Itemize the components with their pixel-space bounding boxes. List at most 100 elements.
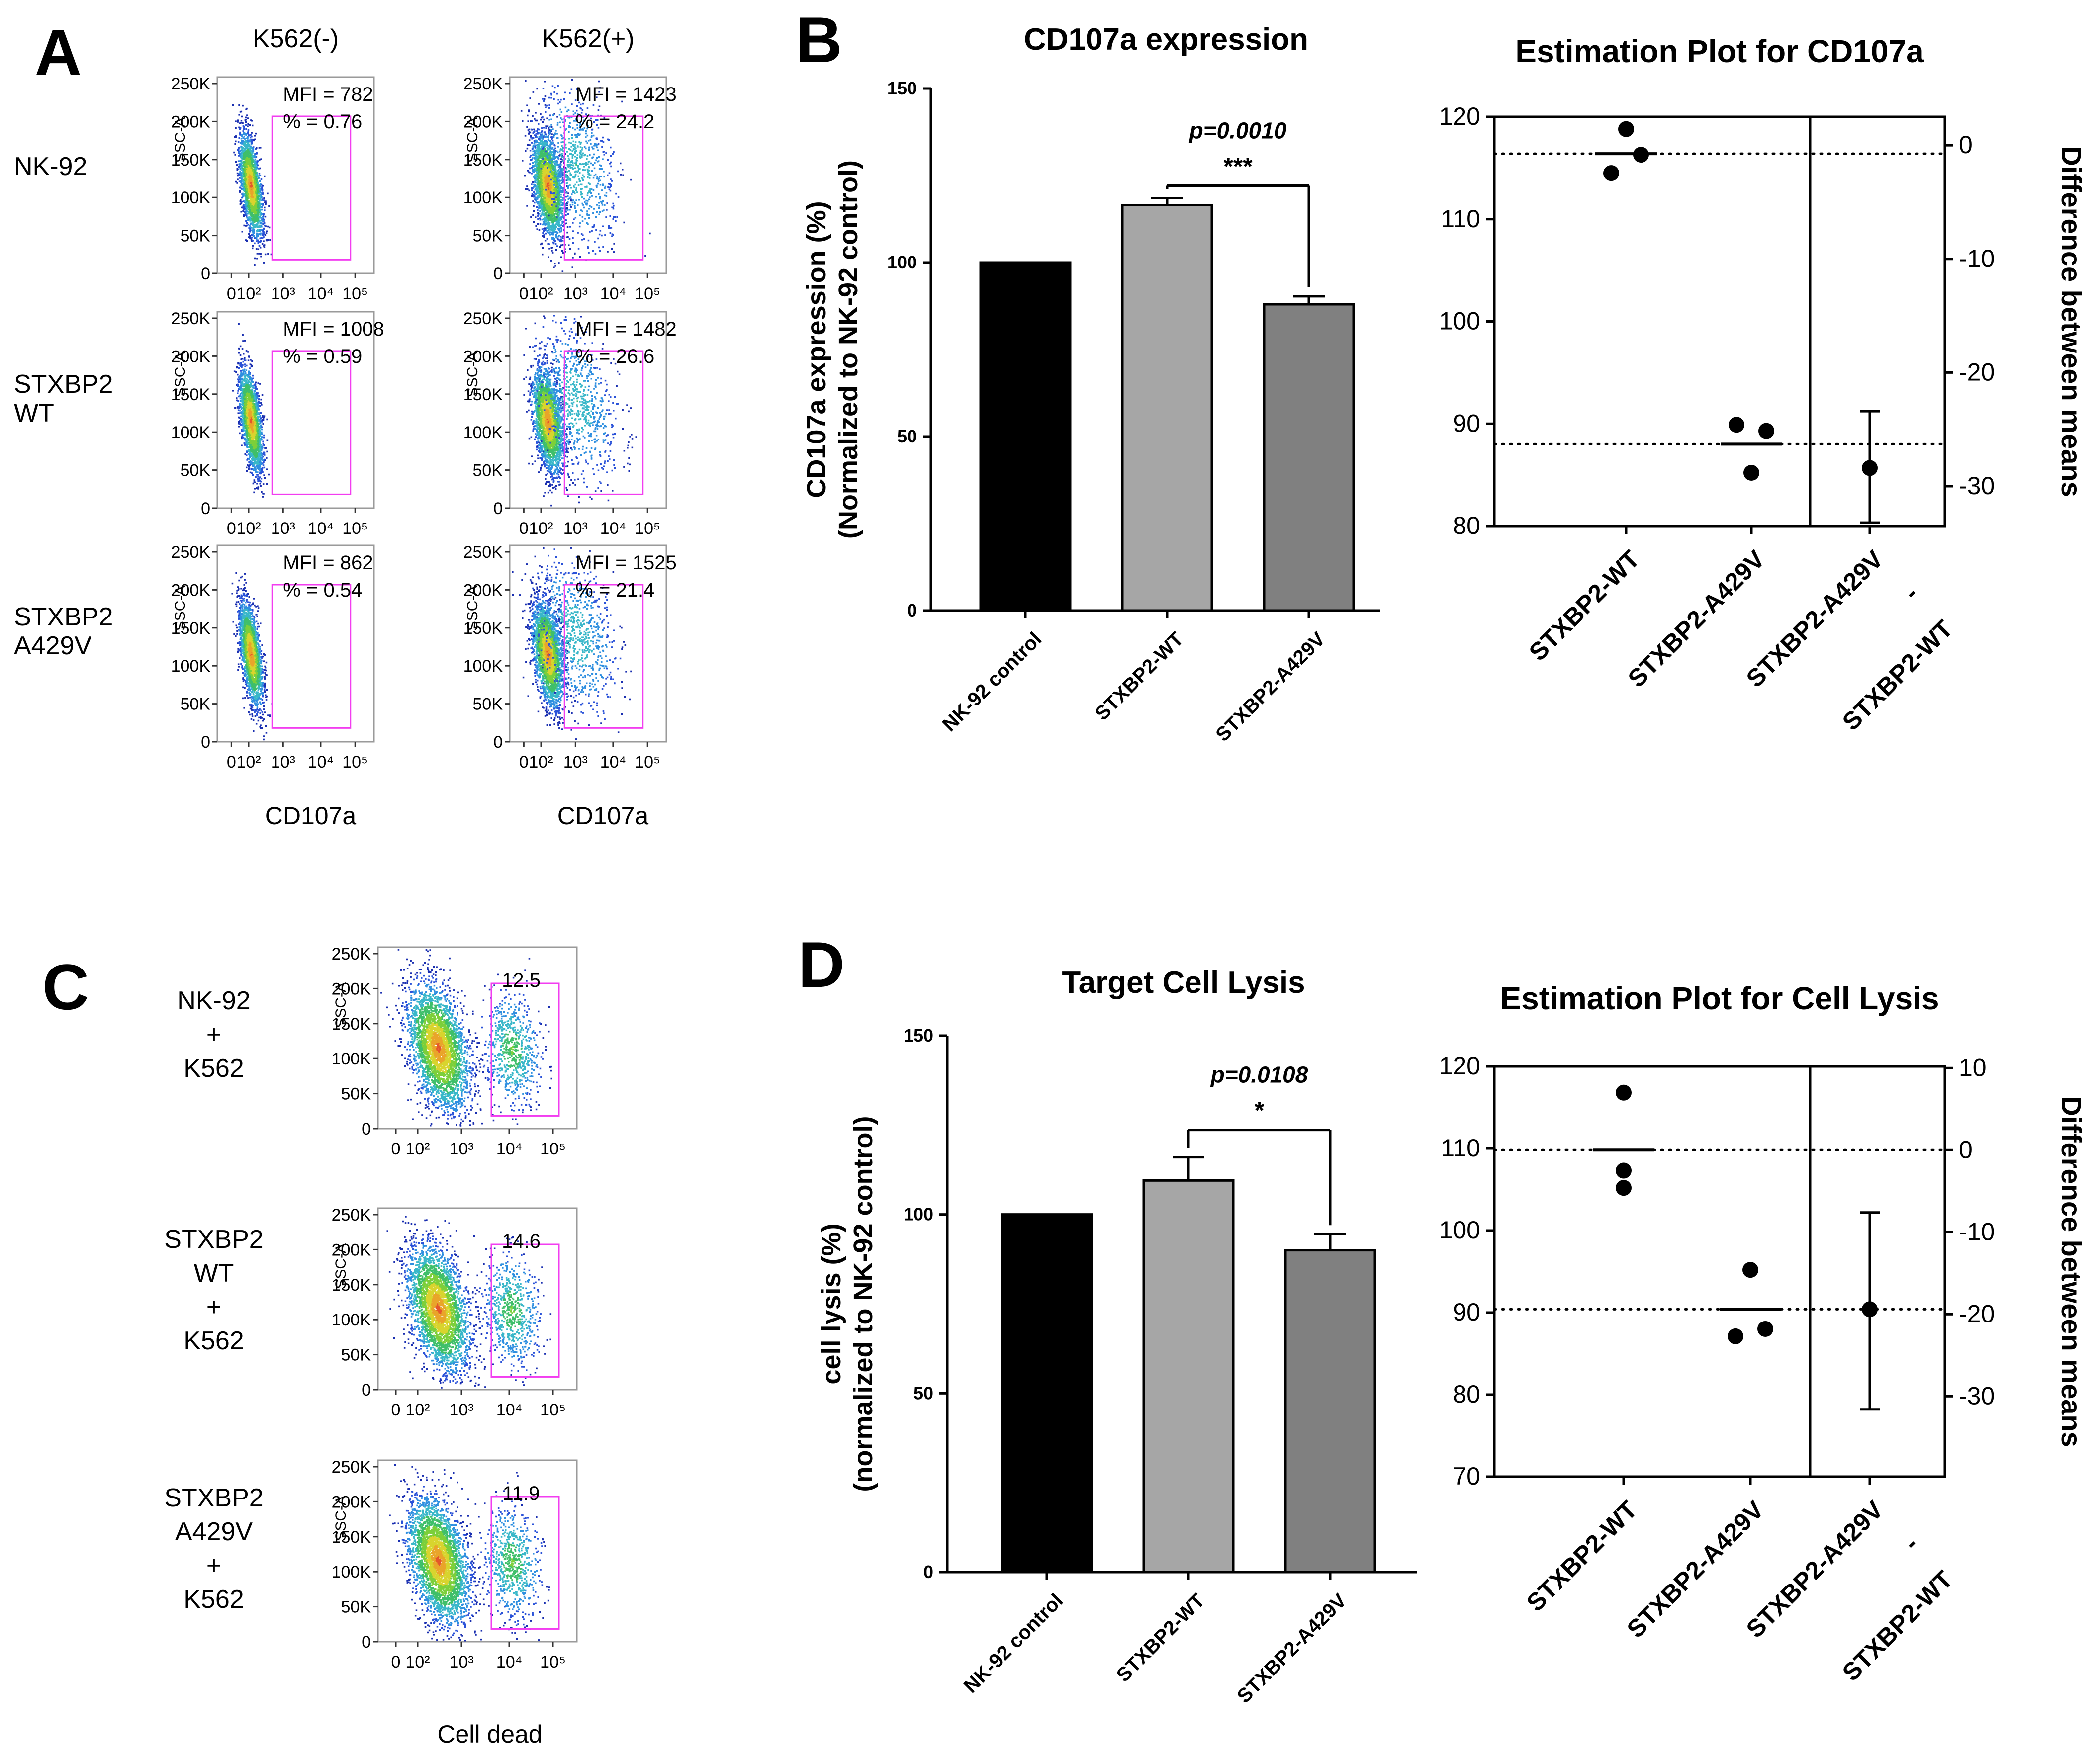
flow-plot-a1-event xyxy=(561,156,563,158)
flow-plot-a1-event xyxy=(547,179,548,181)
flow-plot-a1-event xyxy=(579,146,582,148)
flow-plot-a1-event xyxy=(583,176,585,178)
flow-plot-a0-event xyxy=(246,163,249,165)
flow-plot-a0-event xyxy=(242,187,244,190)
flow-plot-a1-event xyxy=(541,189,543,191)
flow-plot-a1-event xyxy=(539,219,542,221)
flow-plot-a0-event xyxy=(245,169,247,171)
flow-plot-a1-event xyxy=(547,184,548,186)
flow-plot-a0-event xyxy=(257,196,260,199)
flow-plot-a0-event xyxy=(243,189,245,192)
flow-plot-a0-event xyxy=(259,205,262,207)
flow-plot-a0-event xyxy=(247,180,249,182)
flow-plot-a0-event xyxy=(247,178,250,180)
flow-plot-a0-event xyxy=(240,199,242,201)
flow-plot-a1-event xyxy=(527,188,529,190)
flow-plot-a1-event xyxy=(539,172,542,174)
flow-plot-a0-event xyxy=(239,173,241,176)
flow-plot-a1-event xyxy=(534,189,536,191)
flow-plot-a1-event xyxy=(555,226,557,228)
flow-plot-a1-event xyxy=(557,201,559,204)
flow-plot-a1-event xyxy=(532,115,534,117)
flow-plot-a1-event xyxy=(555,220,557,223)
flow-plot-a0-event xyxy=(254,209,256,211)
flow-a-column-header: K562(-) xyxy=(253,24,339,53)
flow-plot-a0-event xyxy=(245,188,247,190)
flow-plot-a0-event xyxy=(237,149,239,151)
flow-plot-a0-event xyxy=(263,220,265,222)
flow-plot-a0-event xyxy=(254,216,256,218)
flow-plot-a0-event xyxy=(248,183,250,185)
flow-plot-a1-event xyxy=(530,154,532,157)
flow-plot-a0-event xyxy=(267,253,269,255)
flow-plot-a1-event xyxy=(541,195,543,197)
flow-plot-a0-event xyxy=(255,172,257,174)
flow-plot-a0-event xyxy=(244,132,246,135)
flow-plot-a0-event xyxy=(253,186,255,188)
flow-plot-a1-event xyxy=(538,123,540,125)
flow-plot-a1-event xyxy=(544,166,547,168)
flow-plot-a0-event xyxy=(240,181,242,184)
flow-plot-a1-event xyxy=(538,229,541,231)
flow-plot-a0-event xyxy=(261,206,263,208)
flow-plot-a0-event xyxy=(243,188,245,190)
flow-plot-a0-event xyxy=(250,143,253,145)
flow-plot-a0-event xyxy=(246,194,248,196)
flow-plot-a0-event xyxy=(251,188,253,190)
flow-plot-a1-event xyxy=(554,231,556,233)
flow-plot-a1-event xyxy=(529,97,531,99)
flow-plot-a0-event xyxy=(240,211,242,213)
flow-a-column-header: K562(+) xyxy=(542,24,634,53)
flow-plot-a0-event xyxy=(249,161,251,163)
flow-plot-a0-event xyxy=(256,163,258,165)
flow-plot-a0-event xyxy=(253,198,255,200)
flow-plot-a0-event xyxy=(255,192,257,194)
flow-plot-a0-event xyxy=(243,168,245,171)
flow-plot-a0-event xyxy=(246,137,248,139)
flow-plot-a0-event xyxy=(255,211,257,213)
flow-plot-a0-event xyxy=(244,138,246,140)
flow-plot-a0-event xyxy=(251,138,253,141)
flow-plot-a1-event xyxy=(559,183,561,185)
flow-plot-a0-event xyxy=(260,225,262,228)
flow-plot-a1-event xyxy=(525,150,527,152)
flow-plot-a1-event xyxy=(554,156,556,158)
flow-plot-a1-event xyxy=(531,193,534,195)
flow-plot-a1-event xyxy=(570,206,572,208)
flow-plot-a0-event xyxy=(243,204,245,207)
flow-plot-a1-event xyxy=(544,197,546,199)
flow-plot-a1-event xyxy=(571,201,574,203)
flow-plot-a0-event xyxy=(246,216,248,219)
flow-plot-a0-event xyxy=(239,186,241,189)
flow-plot-a1-event xyxy=(559,236,562,238)
flow-plot-a0-event xyxy=(264,209,266,211)
flow-plot-a0-event xyxy=(252,199,254,201)
flow-plot-a1-event xyxy=(546,185,548,187)
flow-plot-a0-event xyxy=(250,154,252,156)
flow-plot-a0-event xyxy=(241,143,243,145)
flow-plot-a0-event xyxy=(239,134,241,136)
flow-plot-a1-event xyxy=(543,213,545,215)
flow-plot-a1-event xyxy=(538,142,541,144)
flow-plot-a1-event xyxy=(535,152,538,155)
flow-plot-a1-event xyxy=(548,219,550,221)
flow-plot-a0-event xyxy=(252,188,254,191)
flow-plot-a0-event xyxy=(236,164,238,166)
flow-plot-a0-event xyxy=(259,213,261,215)
flow-plot-a0-event xyxy=(263,228,265,230)
flow-plot-a0-event xyxy=(240,122,242,124)
flow-plot-a1-event xyxy=(551,166,554,168)
flow-plot-a1-event xyxy=(533,128,535,131)
flow-plot-a0-event xyxy=(240,152,242,155)
flow-plot-a0-event xyxy=(246,197,248,199)
flow-plot-a0-event xyxy=(247,223,250,226)
flow-plot-a0-event xyxy=(259,210,261,212)
flow-plot-a0-event xyxy=(242,140,245,142)
flow-plot-a1-event xyxy=(568,244,570,246)
flow-plot-a0-event xyxy=(256,230,258,232)
flow-plot-a0-event xyxy=(247,123,249,125)
flow-plot-a1-event xyxy=(532,146,534,148)
flow-plot-a0-event xyxy=(253,210,255,212)
flow-plot-a1-event xyxy=(559,196,561,198)
flow-plot-a0-event xyxy=(254,178,256,180)
